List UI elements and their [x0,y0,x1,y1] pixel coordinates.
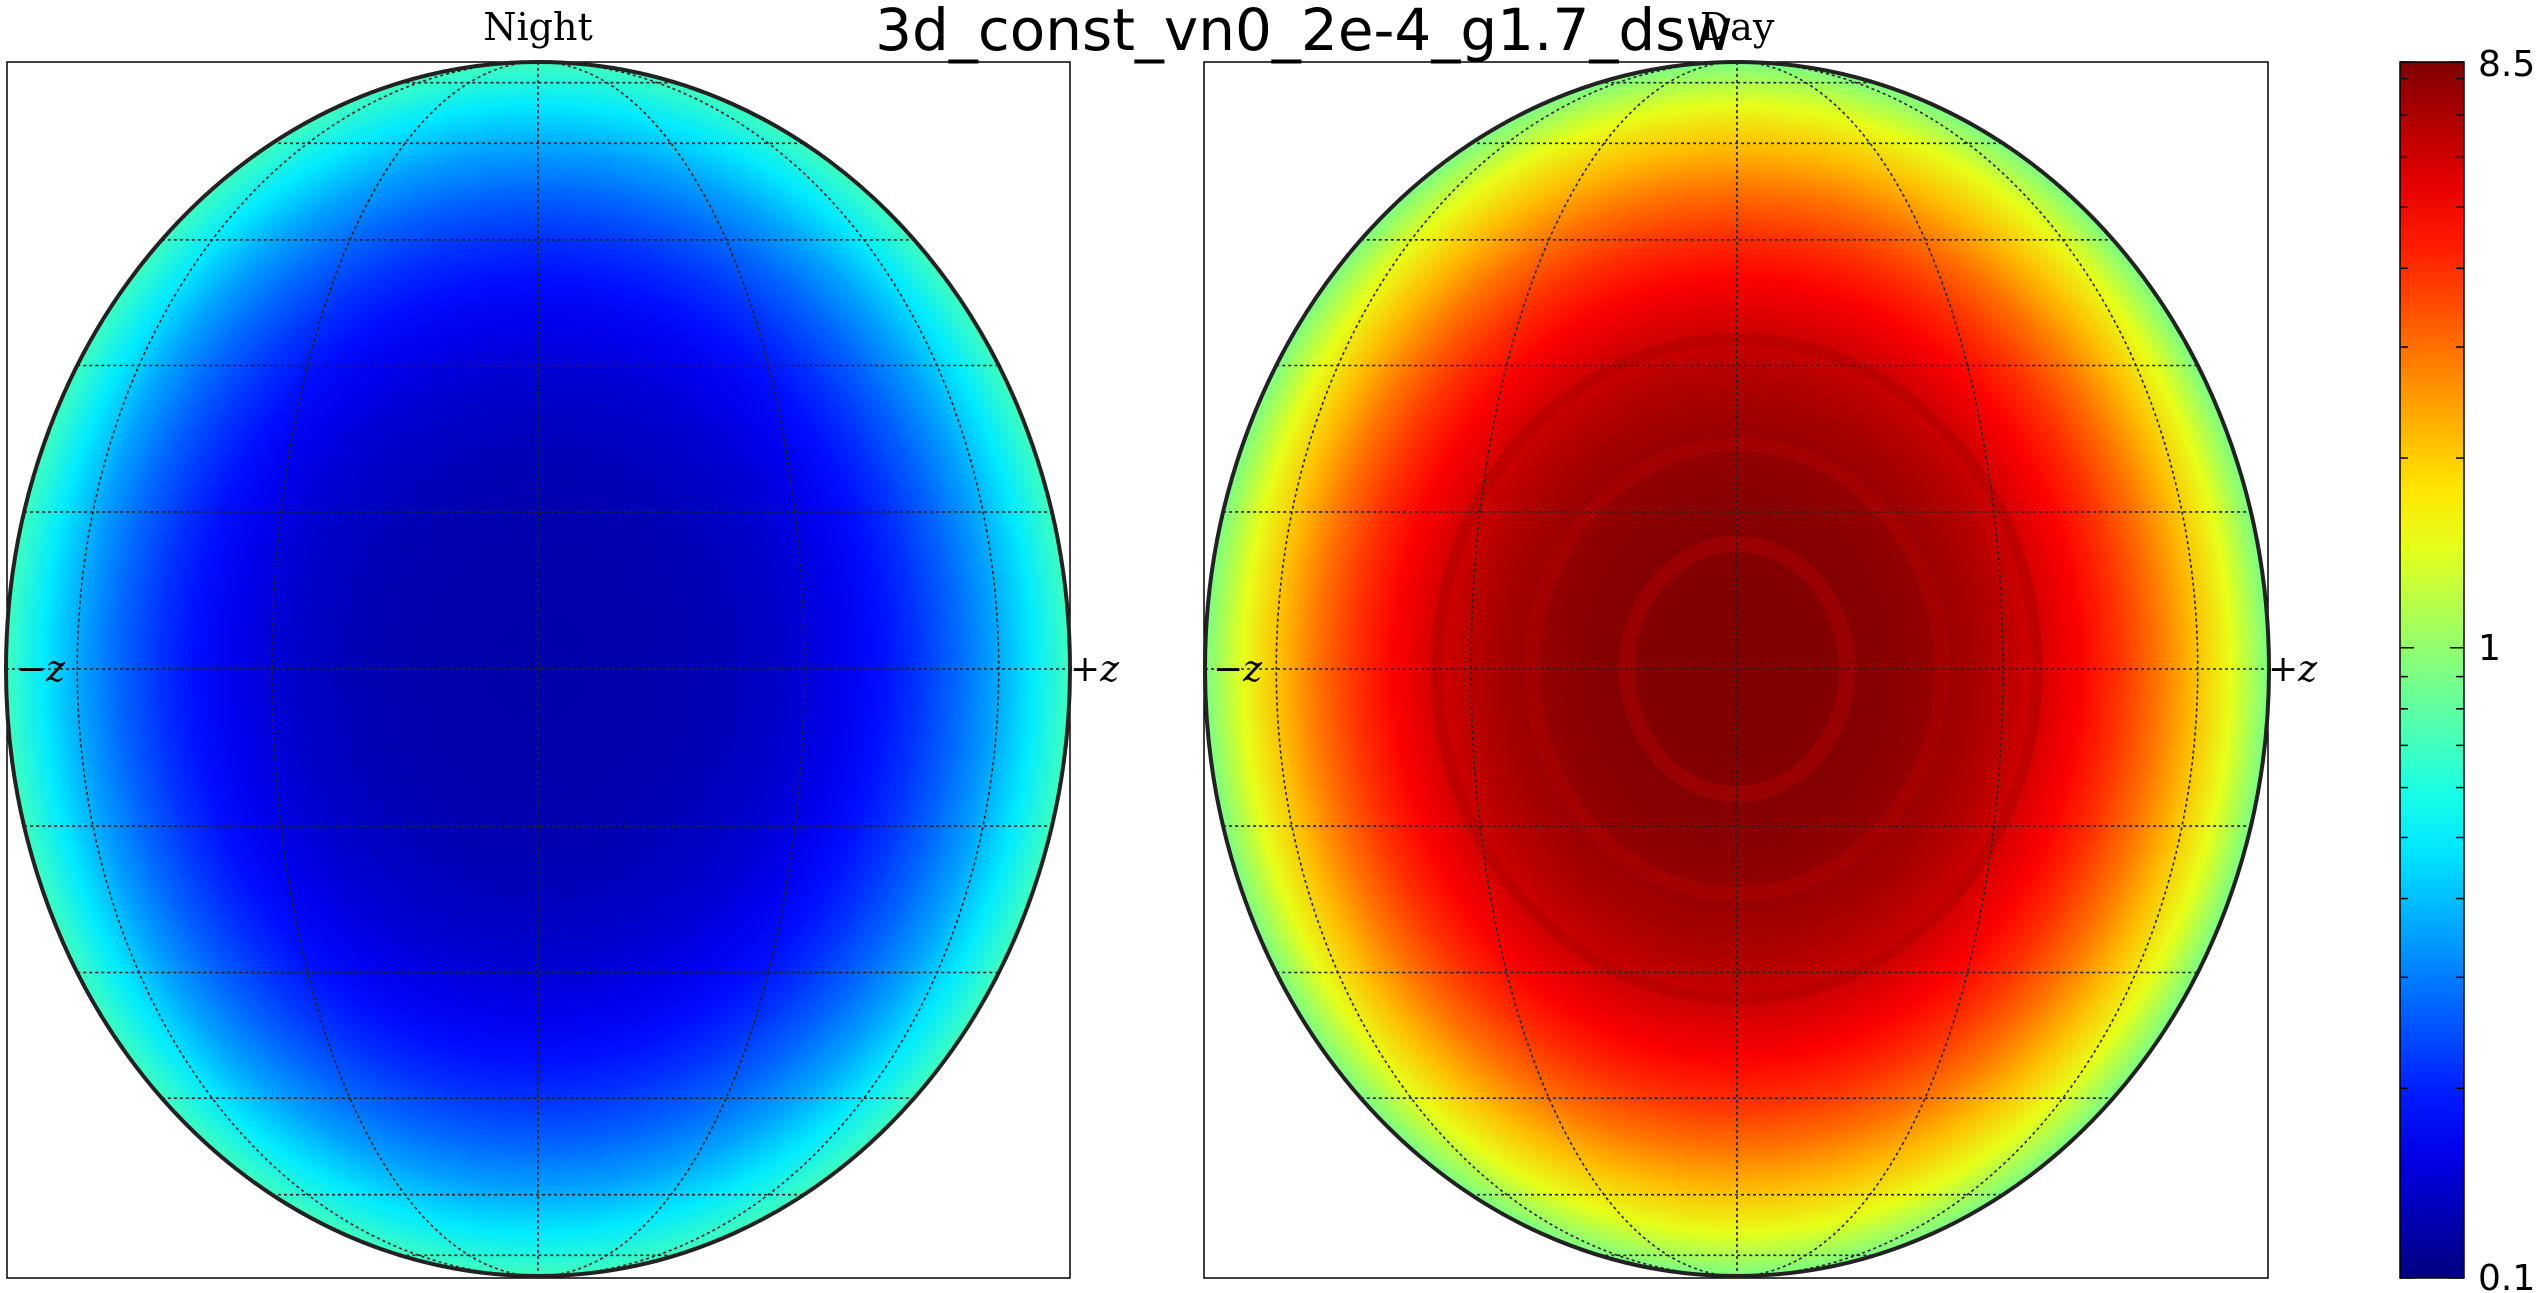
night-panel-title: Night [483,5,592,49]
colorbar-ticks [2400,61,2464,1279]
day-left-axis-label: −z [1213,649,1263,690]
colorbar-tick-label-max: 8.5 [2478,44,2535,85]
night-right-axis-label: +z [1070,649,1120,690]
night-left-axis-label: −z [16,649,66,690]
colorbar-tick-label-mid: 1 [2478,628,2501,669]
meridian-line [76,61,539,1277]
figure-title: 3d_const_vn0_2e-4_g1.7_dsw [875,0,1733,64]
meridian-line [1275,61,1738,1277]
night-graticule [6,61,1070,1277]
colorbar: 8.5 1 0.1 [2399,44,2535,1293]
colorbar-gradient [2399,61,2465,1279]
meridian-line [1736,61,2199,1277]
day-right-axis-label: +z [2268,649,2318,690]
panel-night: Night −z +z [4,5,1120,1279]
day-panel-title: Day [1700,5,1775,49]
panel-day: Day −z +z [1203,5,2318,1279]
day-graticule [1205,61,2269,1277]
colorbar-tick-label-min: 0.1 [2478,1258,2535,1293]
meridian-line [537,61,1000,1277]
